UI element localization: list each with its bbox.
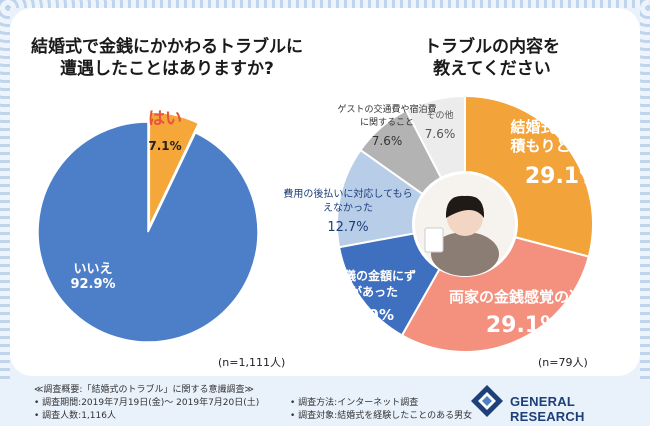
pie-slice-0 [148,111,200,227]
survey-period: • 調査期間:2019年7月19日(金)〜 2019年7月20日(土) [34,398,260,408]
seg-label-5: その他 7.6% [420,108,460,141]
left-chart-title: 結婚式で金銭にかかわるトラブルに 遭遇したことはありますか? [31,37,303,79]
seg-label-0: 結婚式費用が見積もりと違った 29.1% [496,118,630,189]
right-chart-title: トラブルの内容を 教えてください [424,37,560,79]
general-research-logo: GENERAL RESEARCH [470,384,640,424]
seg-value-2: 13.9% [341,306,395,324]
no-label: いいえ 92.9% [58,258,128,292]
seg-text-4: ゲストの交通費や宿泊費に関すること [337,105,437,128]
seg-label-1: 両家の金銭感覚の違い 29.1% [424,286,624,338]
seg-label-2: ご祝儀の金額にずれがあった 13.9% [314,268,422,324]
survey-count: • 調査人数:1,116人 [34,411,116,421]
seg-value-5: 7.6% [424,127,456,141]
seg-value-1: 29.1% [485,313,563,338]
seg-text-1: 両家の金銭感覚の違い [448,288,599,306]
seg-label-3: 費用の後払いに対応してもらえなかった 12.7% [278,188,418,235]
logo-text: GENERAL RESEARCH [510,394,585,424]
logo-mark-icon [471,385,503,417]
right-n-label: (n=79人) [538,356,588,369]
slice-label-no: いいえ [73,262,113,277]
seg-label-4: ゲストの交通費や宿泊費に関すること 7.6% [332,104,442,148]
donut-segment-5 [404,94,466,180]
survey-method: • 調査方法:インターネット調査 [290,398,419,408]
seg-text-2: ご祝儀の金額にずれがあった [319,269,417,299]
paper-shape [424,227,444,253]
seg-text-3: 費用の後払いに対応してもらえなかった [283,189,413,214]
lace-border-top [0,0,650,8]
survey-footer: ≪調査概要:「結婚式のトラブル」に関する意識調査≫ • 調査期間:2019年7月… [0,380,650,426]
right-donut-chart [336,94,594,353]
person-hair-shape [445,195,485,218]
person-body-shape [431,232,499,276]
seg-value-4: 7.6% [371,134,403,148]
left-pie-chart [37,111,259,343]
slice-value-no: 92.9% [70,277,116,292]
donut-segment-1 [400,236,590,353]
left-n-label: (n=1,111人) [218,356,286,369]
slice-value-yes: 7.1% [148,139,182,153]
seg-value-0: 29.1% [524,164,602,189]
pie-slice-1 [37,121,259,343]
seg-text-0: 結婚式費用が見積もりと違った [510,118,616,155]
lace-border-left [0,0,10,380]
seg-text-5: その他 [426,111,454,121]
yes-label: はい 7.1% [142,104,188,153]
donut-segment-0 [464,94,594,258]
survey-summary: ≪調査概要:「結婚式のトラブル」に関する意識調査≫ [34,385,254,395]
survey-target: • 調査対象:結婚式を経験したことのある男女 [290,411,473,421]
seg-value-3: 12.7% [327,220,369,235]
lace-border-right [640,0,650,380]
slice-label-yes: はい [148,109,182,129]
